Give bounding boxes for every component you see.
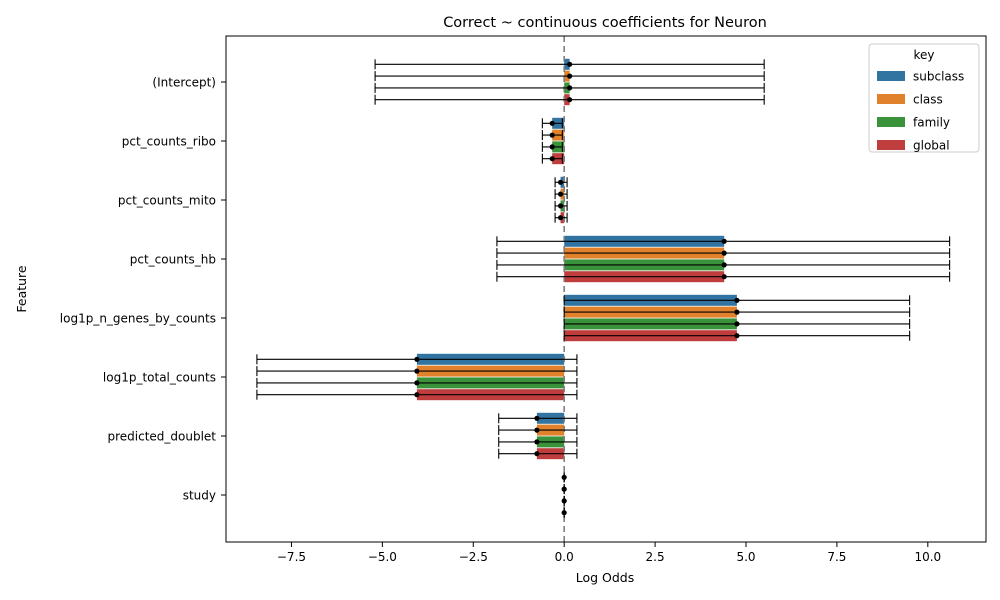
- plot-area: [256, 36, 951, 542]
- x-tick-label: −5.0: [368, 550, 397, 564]
- y-tick-label: log1p_total_counts: [103, 371, 216, 385]
- x-tick-label: 7.5: [827, 550, 846, 564]
- point-estimate: [534, 439, 540, 445]
- point-estimate: [534, 415, 540, 421]
- point-estimate: [557, 203, 564, 209]
- point-estimate: [414, 380, 420, 386]
- point-estimate: [567, 85, 573, 91]
- point-estimate: [734, 321, 740, 327]
- x-axis: −7.5 −5.0 −2.5 0.0 2.5 5.0 7.5 10.0: [277, 542, 941, 564]
- legend-title: key: [913, 48, 934, 62]
- x-tick-label: −7.5: [277, 550, 306, 564]
- x-tick-label: −2.5: [459, 550, 488, 564]
- point-estimate: [414, 392, 420, 398]
- x-tick-label: 2.5: [646, 550, 665, 564]
- x-tick-label: 10.0: [914, 550, 941, 564]
- y-axis: (Intercept) pct_counts_ribo pct_counts_mit…: [60, 76, 226, 503]
- legend: key subclass class family global: [868, 43, 980, 153]
- point-estimate: [557, 215, 564, 221]
- point-estimate: [721, 274, 727, 280]
- y-tick-label: pct_counts_ribo: [122, 135, 216, 149]
- legend-swatch: [877, 71, 905, 81]
- point-estimate: [567, 97, 573, 103]
- point-estimate: [734, 333, 740, 339]
- point-estimate: [549, 120, 555, 126]
- y-tick-label: log1p_n_genes_by_counts: [60, 312, 216, 326]
- y-tick-label: study: [183, 489, 216, 503]
- point-estimate: [561, 498, 567, 504]
- point-estimate: [414, 368, 420, 374]
- point-estimate: [561, 486, 567, 492]
- point-estimate: [549, 156, 555, 162]
- point-estimate: [557, 179, 564, 185]
- x-tick-label: 5.0: [736, 550, 755, 564]
- point-estimate: [534, 451, 540, 457]
- legend-swatch: [877, 117, 905, 127]
- point-estimate: [414, 356, 420, 362]
- chart-title: Correct ~ continuous coefficients for Ne…: [443, 15, 767, 31]
- point-estimate: [734, 309, 740, 315]
- x-axis-label: Log Odds: [576, 570, 635, 585]
- point-estimate: [734, 297, 740, 303]
- legend-label: class: [913, 93, 943, 107]
- point-estimate: [721, 262, 727, 268]
- y-tick-label: predicted_doublet: [107, 430, 216, 444]
- y-tick-label: (Intercept): [152, 76, 216, 90]
- point-estimate: [561, 474, 567, 480]
- point-estimate: [557, 191, 564, 197]
- point-estimate: [549, 132, 555, 138]
- point-estimate: [567, 73, 573, 79]
- point-estimate: [561, 510, 567, 516]
- plot-frame: [225, 35, 987, 543]
- point-estimate: [721, 238, 727, 244]
- legend-label: subclass: [913, 70, 964, 84]
- point-estimate: [549, 144, 555, 150]
- legend-swatch: [877, 140, 905, 150]
- y-tick-label: pct_counts_mito: [118, 194, 216, 208]
- x-tick-label: 0.0: [555, 550, 574, 564]
- legend-swatch: [877, 94, 905, 104]
- point-estimate: [567, 61, 573, 67]
- point-estimate: [534, 427, 540, 433]
- y-axis-label: Feature: [14, 265, 29, 313]
- y-tick-label: pct_counts_hb: [130, 253, 216, 267]
- legend-label: global: [913, 139, 950, 153]
- legend-label: family: [913, 116, 950, 130]
- point-estimate: [721, 250, 727, 256]
